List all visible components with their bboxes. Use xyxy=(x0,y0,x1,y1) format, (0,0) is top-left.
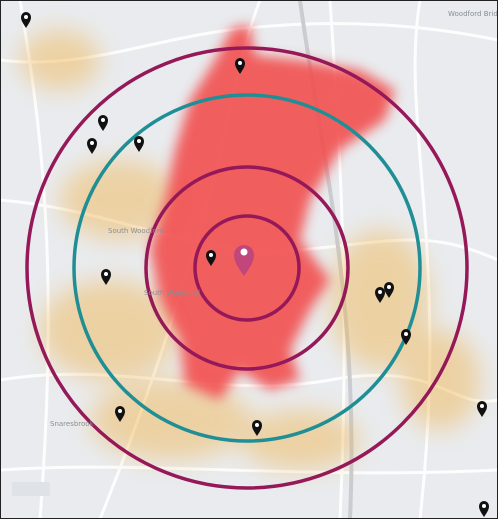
center-pin[interactable] xyxy=(234,245,254,276)
place-label: South Woodford xyxy=(108,227,164,235)
place-label: Snaresbrook xyxy=(50,420,95,428)
attribution-logo xyxy=(12,482,50,496)
heatmap-low xyxy=(20,30,480,470)
radius-rings xyxy=(25,46,469,490)
place-label: Woodford Bridg xyxy=(448,10,498,18)
place-label: South Woodford xyxy=(144,289,200,297)
